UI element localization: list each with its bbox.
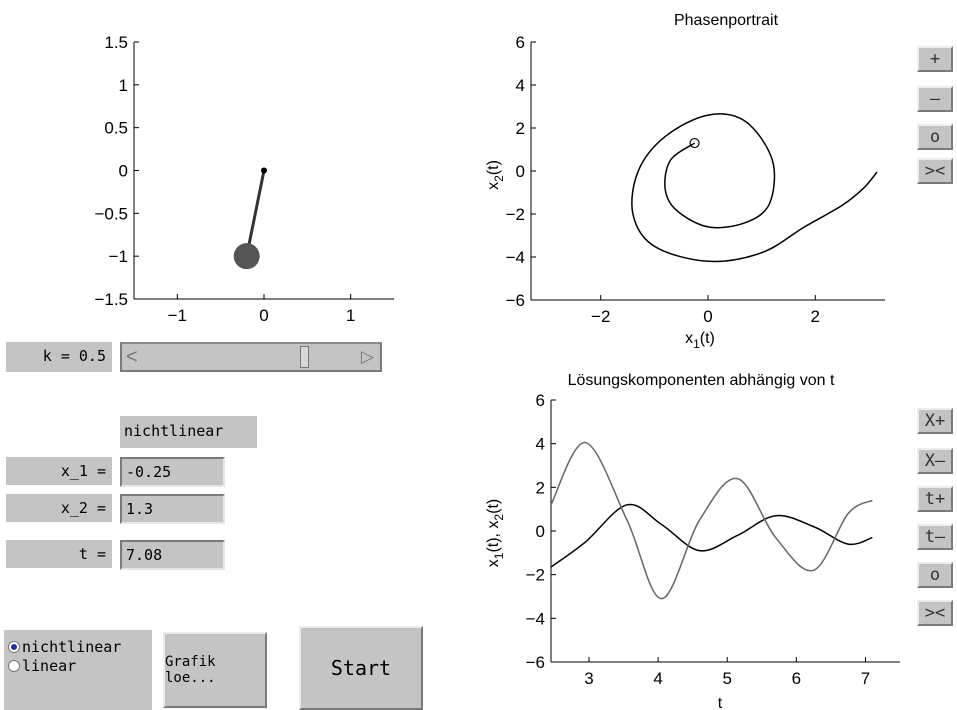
slider-thumb[interactable] <box>300 346 309 368</box>
phase-zoom-in-button[interactable]: + <box>917 46 953 72</box>
time-y-tick-label: 4 <box>536 435 545 454</box>
phase-xlabel: x1(t) <box>685 330 715 350</box>
pendulum-plot: 1.5 1 0.5 0 −0.5 −1 −1.5 −1 0 1 <box>94 33 394 325</box>
pendulum-y-tick-label: −1 <box>109 247 128 266</box>
phase-reset-button[interactable]: o <box>917 124 953 150</box>
x2-label: x_2 = <box>6 494 112 522</box>
time-y-tick-label: −4 <box>526 609 545 628</box>
pendulum-x-tick-label: −1 <box>168 306 187 325</box>
pendulum-y-tick-label: 0 <box>119 162 128 181</box>
time-reset-button[interactable]: o <box>917 562 953 588</box>
pendulum-y-tick-label: −0.5 <box>94 204 128 223</box>
radio-nichtlinear[interactable]: nichtlinear <box>8 638 121 656</box>
mode-radio-group <box>4 630 152 710</box>
time-t-zoom-out-button[interactable]: t– <box>917 524 953 550</box>
pendulum-bob <box>233 243 260 270</box>
x1-label: x_1 = <box>6 457 112 485</box>
phase-y-tick-label: −6 <box>506 291 525 310</box>
time-t-zoom-in-button[interactable]: t+ <box>917 486 953 512</box>
phase-y-tick-label: 2 <box>516 119 525 138</box>
time-x-tick-label: 6 <box>792 669 801 688</box>
radio-dot[interactable] <box>8 660 20 672</box>
time-x-tick-label: 4 <box>653 669 662 688</box>
time-ylabel: x1(t), x2(t) <box>485 499 506 567</box>
phase-x-tick-label: 0 <box>703 307 712 326</box>
time-y-tick-label: −2 <box>526 566 545 585</box>
time-x-tick-label: 5 <box>722 669 731 688</box>
pendulum-y-tick-label: 1.5 <box>104 33 128 52</box>
radio-dot-selected[interactable] <box>8 641 20 653</box>
phase-x-tick-label: −2 <box>591 307 610 326</box>
pendulum-x-tick-label: 0 <box>259 306 268 325</box>
phase-fit-button[interactable]: >< <box>917 158 953 184</box>
phase-y-tick-label: 0 <box>516 162 525 181</box>
radio-linear[interactable]: linear <box>8 657 76 675</box>
time-y-tick-label: −6 <box>526 653 545 672</box>
time-x-zoom-in-button[interactable]: X+ <box>917 408 953 434</box>
phase-y-tick-label: −4 <box>506 248 525 267</box>
pendulum-y-tick-label: −1.5 <box>94 290 128 309</box>
x2-field[interactable]: 1.3 <box>120 494 225 524</box>
time-y-tick-label: 6 <box>536 391 545 410</box>
start-button[interactable]: Start <box>299 626 423 710</box>
phase-title: Phasenportrait <box>674 12 779 29</box>
time-series-x1 <box>550 503 873 568</box>
time-y-tick-label: 0 <box>536 522 545 541</box>
pendulum-pivot <box>261 167 267 174</box>
clear-graphics-button[interactable]: Grafik loe... <box>163 632 267 708</box>
slider-right-arrow[interactable]: ▷ <box>360 347 374 366</box>
time-series-x2 <box>550 441 873 600</box>
time-x-tick-label: 7 <box>861 669 870 688</box>
pendulum-y-tick-label: 1 <box>119 76 128 95</box>
time-x-zoom-out-button[interactable]: X– <box>917 448 953 474</box>
k-label: k = 0.5 <box>6 342 112 372</box>
phase-trajectory <box>631 113 878 263</box>
time-series-plot: Lösungskomponenten abhängig von t 6 4 2 0 −2… <box>485 372 900 710</box>
slider-left-arrow[interactable]: < <box>126 346 138 368</box>
phase-y-tick-label: −2 <box>506 205 525 224</box>
radio-label-nichtlinear: nichtlinear <box>22 638 122 656</box>
mode-display: nichtlinear <box>120 416 257 448</box>
pendulum-y-tick-label: 0.5 <box>104 119 128 138</box>
pendulum-x-tick-label: 1 <box>346 306 355 325</box>
phase-portrait-plot: Phasenportrait 6 4 2 0 −2 −4 −6 −2 0 2 x1(t) x2(t… <box>485 12 885 350</box>
time-title: Lösungskomponenten abhängig von t <box>568 372 835 389</box>
phase-y-tick-label: 4 <box>516 76 525 95</box>
time-y-tick-label: 2 <box>536 478 545 497</box>
phase-y-tick-label: 6 <box>516 33 525 52</box>
phase-ylabel: x2(t) <box>485 160 506 190</box>
time-fit-button[interactable]: >< <box>917 600 953 626</box>
radio-label-linear: linear <box>22 657 77 675</box>
phase-zoom-out-button[interactable]: – <box>917 86 953 112</box>
pendulum-rod <box>245 170 266 257</box>
x1-field[interactable]: -0.25 <box>120 457 225 487</box>
time-xlabel: t <box>718 695 723 710</box>
phase-x-tick-label: 2 <box>811 307 820 326</box>
t-label: t = <box>6 540 112 568</box>
t-field[interactable]: 7.08 <box>120 540 225 570</box>
time-x-tick-label: 3 <box>584 669 593 688</box>
k-slider[interactable]: < ▷ <box>120 342 382 372</box>
phase-current-point <box>689 137 700 149</box>
